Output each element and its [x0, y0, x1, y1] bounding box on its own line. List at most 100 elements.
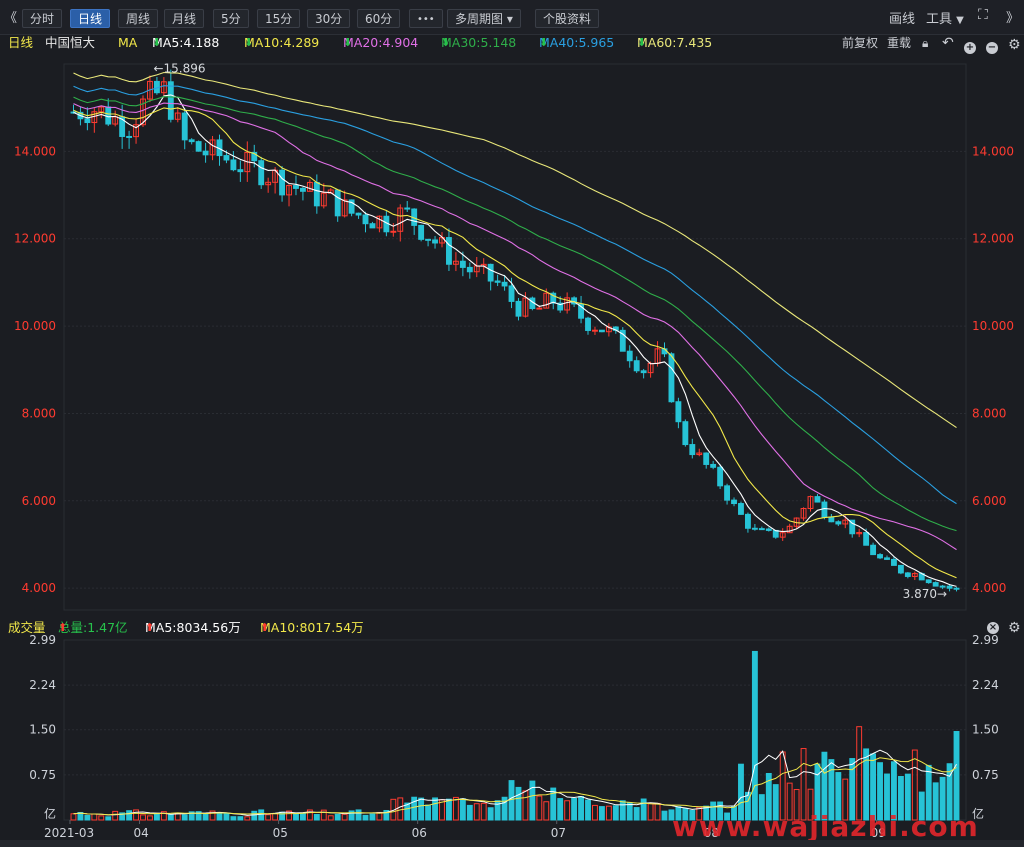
stock-name: 中国恒大 — [45, 35, 96, 50]
volume-bar — [355, 809, 362, 821]
candle-body — [397, 207, 404, 232]
undo-icon[interactable]: ↶ — [942, 35, 954, 51]
volume-bar — [411, 796, 418, 821]
volume-bar — [877, 762, 883, 821]
volume-bar — [772, 784, 779, 821]
tab-monthly[interactable]: 月线 — [164, 9, 205, 28]
tools-label: 工具 — [926, 12, 953, 27]
date-label: 04 — [134, 826, 149, 840]
volume-bar — [105, 816, 112, 821]
candle-body — [258, 160, 265, 186]
date-label: 09 — [871, 826, 886, 840]
volume-bar — [362, 814, 369, 821]
settings-icon[interactable]: ⚙ — [1008, 620, 1021, 636]
candle-body — [147, 80, 153, 100]
candle-body — [501, 281, 508, 287]
volume-ma5-line — [73, 749, 957, 816]
volume-tick-right: 2.99 — [972, 633, 999, 647]
multi-period-dropdown[interactable]: 多周期图 ▾ — [447, 9, 521, 28]
volume-bar — [751, 650, 758, 821]
candle-body — [369, 223, 376, 229]
candle-body — [738, 503, 744, 515]
tab-30min[interactable]: 30分 — [307, 9, 351, 28]
volume-bar — [925, 764, 932, 821]
volume-bar — [529, 780, 536, 821]
candle-body — [911, 573, 918, 577]
zoom-in-icon[interactable]: + — [964, 42, 976, 54]
candle-body — [585, 317, 591, 331]
y-tick-label-right: 6.000 — [972, 494, 1006, 508]
candle-body — [126, 135, 133, 138]
volume-bar — [126, 810, 133, 821]
candle-body — [640, 370, 647, 374]
tab-60min[interactable]: 60分 — [357, 9, 401, 28]
candle-body — [724, 485, 731, 501]
candle-body — [432, 239, 438, 244]
volume-legend: 成交量 总量:1.47亿 ⬆ MA5:8034.56万 ⬆ MA10:8017.54… — [8, 620, 1021, 636]
stock-info-button[interactable]: 个股资料 — [535, 9, 600, 28]
volume-bar — [133, 809, 139, 821]
candle-body — [320, 192, 327, 207]
tools-dropdown[interactable]: 工具 ▼ — [926, 8, 964, 27]
adjust-dropdown[interactable]: 前复权 — [842, 36, 879, 50]
volume-bar — [633, 807, 640, 821]
volume-bar — [626, 802, 633, 821]
volume-bar — [661, 810, 668, 821]
candle-body — [230, 159, 237, 171]
candle-body — [390, 230, 397, 233]
candle-body — [744, 513, 751, 529]
volume-bar — [578, 796, 584, 821]
kline-chart[interactable]: 14.000 14.000 12.000 12.000 10.000 10.000 8.00… — [0, 52, 1024, 842]
candle-body — [598, 329, 605, 333]
tab-weekly[interactable]: 周线 — [118, 9, 159, 28]
date-label: 07 — [551, 826, 566, 840]
expand-right-icon[interactable]: 》 — [1006, 11, 1020, 26]
volume-bar — [904, 773, 911, 821]
volume-bar — [202, 813, 209, 821]
volume-bar — [251, 810, 258, 821]
candle-body — [557, 302, 564, 311]
candle-body — [904, 572, 911, 577]
volume-bar — [293, 812, 299, 821]
settings-icon[interactable]: ⚙ — [1008, 37, 1021, 53]
y-tick-label-left: 6.000 — [22, 494, 56, 508]
fullscreen-icon[interactable]: ⛶ — [978, 7, 988, 23]
volume-bar — [369, 813, 376, 821]
collapse-left-icon[interactable]: 《 — [4, 11, 18, 26]
candle-body — [682, 421, 689, 446]
volume-bar — [571, 797, 578, 821]
volume-bar — [932, 782, 939, 821]
candle-body — [703, 452, 710, 465]
candle-body — [828, 516, 835, 523]
volume-bar — [494, 800, 501, 821]
candle-body — [299, 187, 306, 192]
reload-button[interactable]: 重载 — [887, 36, 912, 50]
tab-daily[interactable]: 日线 — [70, 9, 111, 28]
y-tick-label-left: 4.000 — [22, 581, 56, 595]
lock-icon[interactable]: 🔒︎ — [922, 36, 929, 50]
volume-bar — [237, 816, 244, 821]
volume-bar — [536, 795, 543, 821]
volume-bar — [592, 804, 598, 821]
more-button[interactable]: ••• — [409, 9, 443, 28]
volume-bar — [432, 797, 438, 821]
zoom-out-icon[interactable]: − — [986, 42, 998, 54]
y-tick-label-left: 8.000 — [22, 406, 56, 420]
candle-body — [675, 401, 682, 423]
y-tick-label-left: 14.000 — [14, 144, 56, 158]
candle-body — [522, 297, 529, 317]
volume-bar — [334, 813, 341, 821]
tab-15min[interactable]: 15分 — [257, 9, 301, 28]
tab-5min[interactable]: 5分 — [213, 9, 249, 28]
volume-bar — [647, 803, 654, 821]
tab-intraday[interactable]: 分时 — [22, 9, 63, 28]
volume-bar — [953, 731, 960, 821]
volume-bar — [160, 811, 167, 821]
draw-line-button[interactable]: 画线 — [889, 12, 916, 27]
candle-body — [717, 466, 724, 487]
volume-bar — [849, 758, 856, 821]
volume-bar — [793, 789, 800, 821]
volume-bar — [585, 799, 591, 821]
indicator-label[interactable]: MA — [118, 35, 138, 50]
candle-body — [897, 564, 904, 574]
